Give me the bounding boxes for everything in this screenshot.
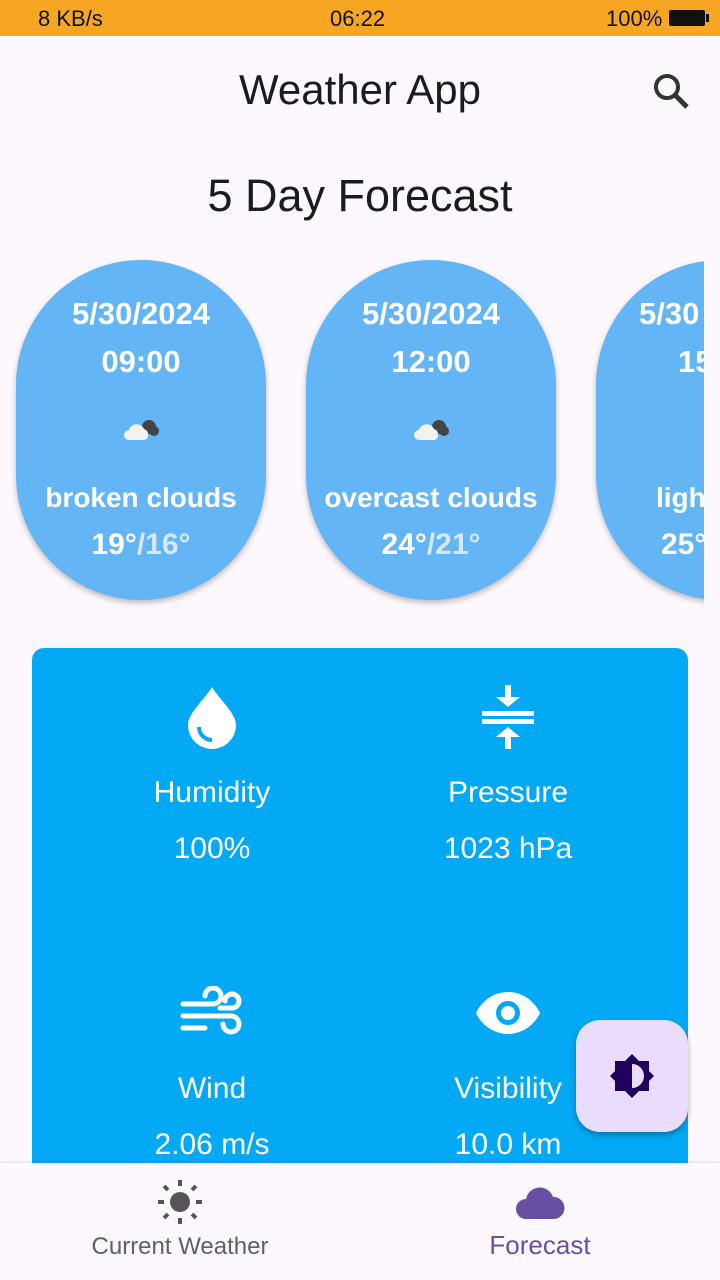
detail-label: Pressure xyxy=(447,776,569,809)
nav-current[interactable]: Current Weather xyxy=(0,1163,360,1261)
nav-label: Forecast xyxy=(489,1230,591,1260)
card-date: 5/30/2024 xyxy=(72,296,210,331)
temp-high: 19° xyxy=(91,528,137,561)
net-speed: 8 KB/s xyxy=(38,6,103,31)
nav-forecast[interactable]: Forecast xyxy=(360,1163,720,1261)
weather-icon xyxy=(703,418,704,444)
card-date: 5/30/2024 xyxy=(362,296,500,331)
search-button[interactable] xyxy=(652,72,692,112)
nav-label: Current Weather xyxy=(91,1233,269,1260)
weather-icon xyxy=(414,420,449,440)
card-text: 5/30 xyxy=(639,296,700,331)
detail-icon xyxy=(344,980,672,1046)
detail-icon xyxy=(48,980,376,1046)
forecast-card: 5/30/2024 09:00 broken clouds 19°/16° xyxy=(16,260,266,600)
temp-sep: / xyxy=(136,528,146,561)
detail-label: Wind xyxy=(177,1072,247,1105)
detail-cell: Visibility 10.0 km xyxy=(344,980,672,1162)
battery-level: 100% xyxy=(606,6,663,31)
card-temp: 24°/21° xyxy=(306,528,556,562)
card-time: 09:00 xyxy=(101,344,181,379)
section-title: 5 Day Forecast xyxy=(207,170,513,221)
forecast-card: 5/30/2024 12:00 overcast clouds 24°/21° xyxy=(306,260,556,600)
theme-toggle[interactable] xyxy=(576,1020,688,1132)
card-temp: 19°/16° xyxy=(16,528,266,562)
detail-value: 2.06 m/s xyxy=(154,1128,270,1161)
detail-cell: Pressure 1023 hPa xyxy=(344,684,672,866)
clock: 06:22 xyxy=(330,6,386,31)
card-text: ligh xyxy=(656,482,704,513)
detail-icon xyxy=(344,684,672,750)
temp-sep: / xyxy=(426,528,436,561)
detail-value: 10.0 km xyxy=(454,1128,562,1161)
detail-icon xyxy=(48,684,376,750)
card-time: 12:00 xyxy=(391,344,471,379)
detail-cell: Wind 2.06 m/s xyxy=(48,980,376,1162)
detail-label: Visibility xyxy=(454,1072,562,1105)
detail-cell: Humidity 100% xyxy=(48,684,376,866)
card-description: broken clouds xyxy=(45,482,237,513)
temp-high: 24° xyxy=(381,528,427,561)
card-text: 25° xyxy=(661,528,704,561)
temp-low: 16° xyxy=(145,528,191,561)
forecast-card: 5/30 15 ligh 25° xyxy=(596,260,704,600)
temp-low: 21° xyxy=(435,528,481,561)
card-description: overcast clouds xyxy=(324,482,538,513)
bottom-nav: Current Weather Forecast xyxy=(0,1163,720,1280)
app-title: Weather App xyxy=(238,66,482,113)
detail-value: 1023 hPa xyxy=(443,832,573,865)
status-bar: 8 KB/s 06:22 100% xyxy=(0,0,720,36)
battery-icon xyxy=(669,10,709,26)
card-text: 15 xyxy=(678,344,704,379)
detail-label: Humidity xyxy=(153,776,271,809)
forecast-list: 5/30/2024 09:00 broken clouds 19°/16° 5/30/2… xyxy=(0,250,704,620)
weather-icon xyxy=(124,420,159,440)
detail-value: 100% xyxy=(173,832,251,865)
